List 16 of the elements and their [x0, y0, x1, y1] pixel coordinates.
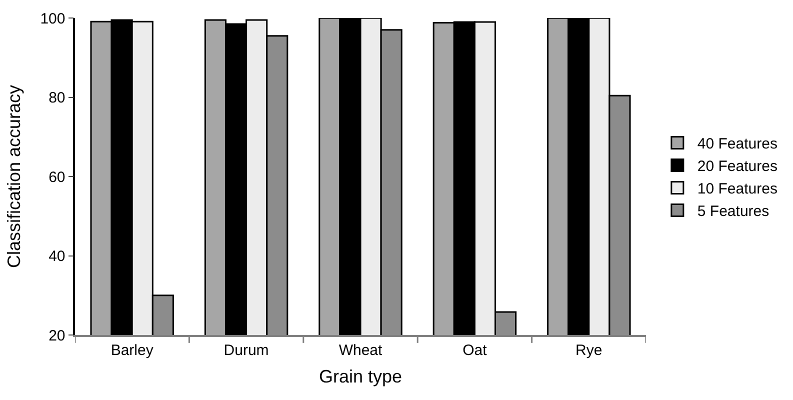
- y-tick-label: 100: [40, 10, 66, 28]
- x-tick-label: Rye: [576, 342, 602, 359]
- legend-label: 5 Features: [697, 203, 770, 220]
- x-axis-title: Grain type: [318, 366, 402, 386]
- x-tick-label: Wheat: [338, 342, 384, 359]
- y-tick-label: 40: [48, 248, 66, 265]
- legend-label: 40 Features: [697, 136, 778, 153]
- y-tick-label: 80: [48, 90, 66, 106]
- y-tick-label: 20: [48, 327, 66, 344]
- legend-label: 20 Features: [697, 158, 778, 176]
- x-tick-label: Durum: [224, 342, 269, 359]
- y-tick-label: 60: [48, 168, 66, 186]
- y-axis-title: Classification accuracy: [4, 84, 24, 268]
- legend-label: 10 Features: [697, 180, 778, 198]
- x-tick-label: Barley: [110, 342, 154, 359]
- x-tick-label: Oat: [462, 342, 488, 359]
